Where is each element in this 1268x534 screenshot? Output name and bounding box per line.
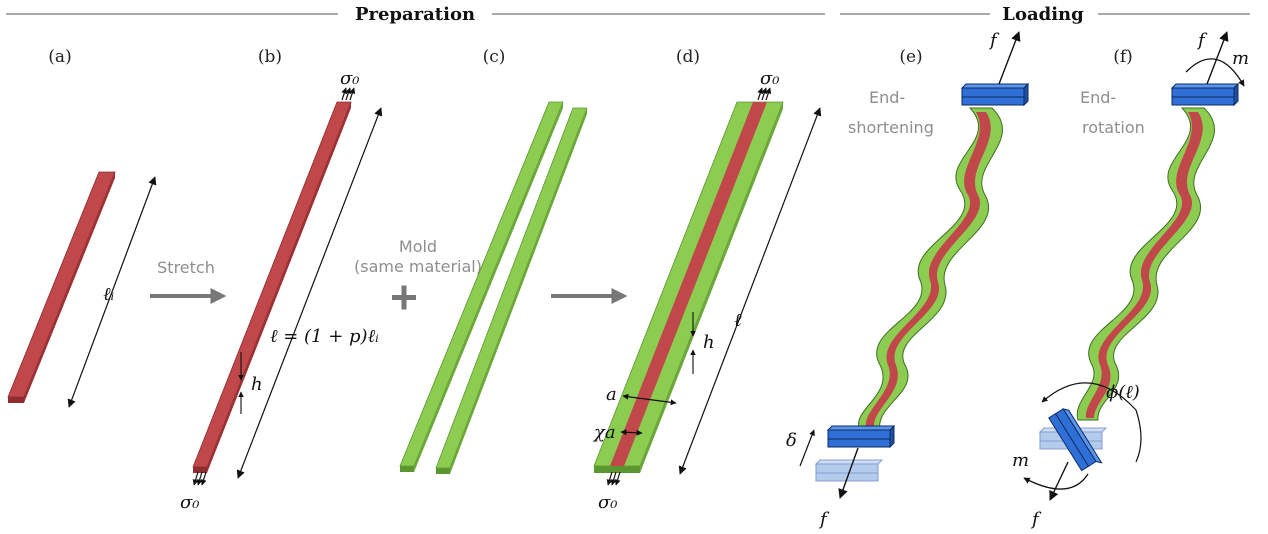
panel-d-composite: σ₀ σ₀ ℓ h a χa [592, 68, 822, 513]
label-delta: δ [786, 430, 797, 451]
label-h-b: h [251, 374, 263, 395]
panel-label-a: (a) [48, 47, 71, 67]
width-chi-a-arrow [620, 429, 643, 436]
length-l-arrow-d [678, 107, 822, 475]
label-f-top-f: f [1196, 30, 1208, 51]
label-li: ℓᵢ [103, 284, 114, 305]
label-l-stretched: ℓ = (1 + p)ℓᵢ [270, 326, 379, 347]
stretch-label: Stretch [157, 258, 215, 277]
section-headers: Preparation Loading [6, 4, 1250, 25]
panel-label-c: (c) [483, 47, 506, 67]
label-m-bottom: m [1012, 450, 1029, 471]
label-m-top: m [1232, 48, 1249, 69]
force-arrow-bottom-e [838, 447, 859, 499]
sigma0-arrows-top [341, 87, 356, 101]
width-a-arrow [622, 393, 677, 406]
mold-label-line2: (same material) [354, 257, 482, 276]
label-a: a [606, 384, 617, 405]
loading-header: Loading [1002, 4, 1084, 25]
end-shortening-line2: shortening [848, 118, 934, 137]
clamp-top-e [960, 82, 1030, 107]
stretch-step: Stretch [150, 258, 227, 304]
panel-labels: (a) (b) (c) (d) (e) (f) [48, 47, 1132, 67]
panel-b-strip: σ₀ σ₀ ℓ = (1 + p)ℓᵢ h [180, 68, 383, 513]
twisted-ribbon-e [858, 107, 1003, 431]
clamp-ghost-e [814, 459, 884, 482]
force-arrow-top-e [998, 31, 1021, 85]
label-chi-a: χa [592, 422, 616, 443]
label-f-bottom-f: f [1030, 509, 1042, 530]
force-arrow-bottom-f [1049, 461, 1069, 501]
rotation-angle-arrow [1041, 382, 1142, 463]
sigma0-top-label: σ₀ [340, 68, 360, 89]
end-shortening-line1: End- [869, 88, 905, 107]
end-rotation-line2: rotation [1082, 118, 1145, 137]
sigma0-bottom-label: σ₀ [180, 492, 200, 513]
panel-label-d: (d) [676, 47, 700, 67]
label-l-d: ℓ [734, 310, 742, 331]
length-l-arrow-b [236, 107, 383, 479]
sigma0-arrows-top-d [757, 87, 772, 101]
panel-f-end-rotation: End- rotation f m f m ϕ(ℓ) [1012, 30, 1249, 530]
preparation-header: Preparation [355, 4, 475, 25]
sigma0-bottom-label-d: σ₀ [598, 492, 618, 513]
panel-label-f: (f) [1113, 47, 1133, 67]
clamp-top-f [1170, 82, 1240, 107]
sigma0-arrows-bottom [192, 471, 207, 486]
label-f-bottom-e: f [818, 509, 830, 530]
panel-label-e: (e) [899, 47, 922, 67]
label-f-top-e: f [988, 30, 1000, 51]
mold-step: Mold (same material) [354, 237, 482, 310]
label-h-d: h [703, 332, 715, 353]
displacement-arrow [799, 429, 815, 467]
clamp-bottom-e [826, 424, 896, 449]
end-rotation-line1: End- [1080, 88, 1116, 107]
label-phi: ϕ(ℓ) [1106, 382, 1140, 403]
plus-sign [392, 285, 416, 310]
panel-c-strips [399, 101, 588, 474]
force-arrow-top-f [1206, 31, 1229, 85]
sigma0-top-label-d: σ₀ [760, 68, 780, 89]
moment-arrow-bottom [1023, 473, 1089, 490]
mold-label-line1: Mold [399, 237, 437, 256]
panel-label-b: (b) [258, 47, 282, 67]
panel-a-strip: ℓᵢ [7, 171, 157, 408]
sigma0-arrows-bottom-d [606, 471, 621, 486]
twisted-ribbon-f [1076, 107, 1215, 421]
panel-e-end-shortening: End- shortening f f [786, 30, 1030, 530]
moment-arrow-top [1185, 58, 1245, 87]
length-li-arrow [67, 176, 157, 408]
clamp-bottom-rotated-f [1048, 408, 1103, 472]
